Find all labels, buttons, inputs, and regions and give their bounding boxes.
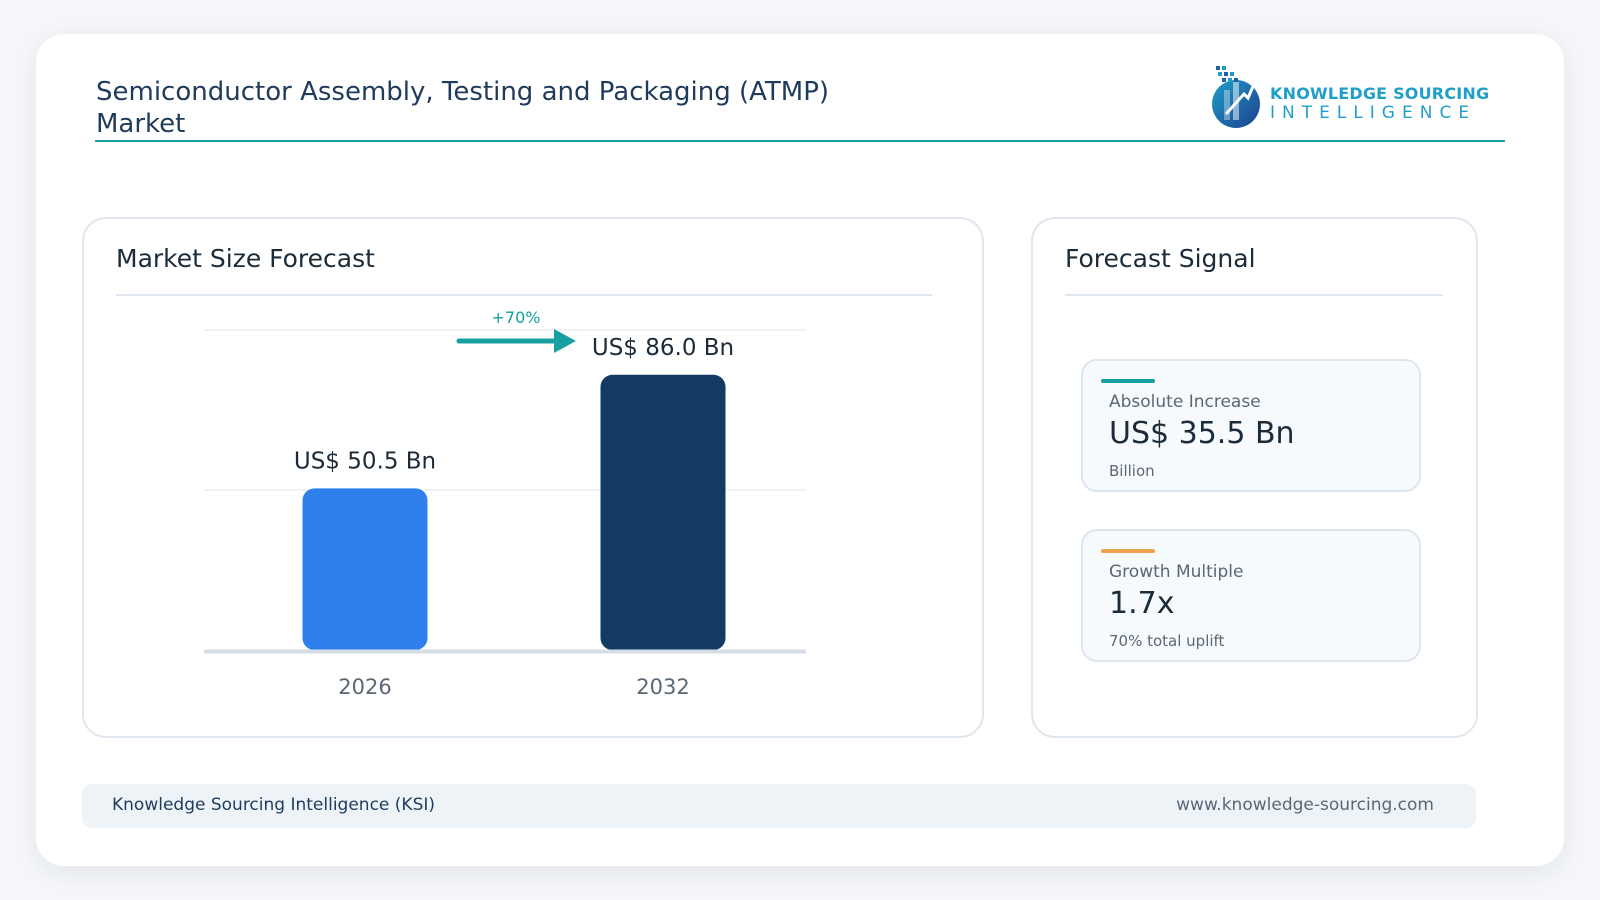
absolute-increase-subtext: Billion bbox=[1109, 462, 1155, 480]
chart-panel-title: Market Size Forecast bbox=[116, 244, 375, 273]
ksi-logo: KNOWLEDGE SOURCING INTELLIGENCE bbox=[1210, 60, 1489, 130]
bar-chart: US$ 50.5 Bn 2026 US$ 86.0 Bn 2032 +70% bbox=[204, 308, 806, 699]
growth-multiple-subtext: 70% total uplift bbox=[1109, 632, 1225, 650]
footer-bar: Knowledge Sourcing Intelligence (KSI) ww… bbox=[82, 784, 1476, 828]
growth-percent-label: +70% bbox=[492, 308, 541, 327]
logo-text-top: KNOWLEDGE SOURCING bbox=[1270, 84, 1490, 103]
forecast-signal-panel: Forecast Signal Absolute Increase US$ 35… bbox=[1031, 217, 1478, 738]
absolute-increase-value: US$ 35.5 Bn bbox=[1109, 416, 1295, 451]
page-title: Semiconductor Assembly, Testing and Pack… bbox=[96, 77, 830, 139]
bar-2026 bbox=[302, 488, 428, 650]
x-tick-label: 2026 bbox=[338, 675, 391, 699]
footer-source: Knowledge Sourcing Intelligence (KSI) bbox=[112, 795, 436, 815]
signal-panel-divider bbox=[1065, 294, 1443, 296]
card-accent-bar bbox=[1101, 549, 1155, 553]
data-label-2026: US$ 50.5 Bn bbox=[294, 448, 436, 474]
chart-panel-divider bbox=[116, 294, 932, 296]
header-divider bbox=[95, 140, 1505, 142]
logo-mark-icon bbox=[1212, 66, 1260, 128]
absolute-increase-label: Absolute Increase bbox=[1109, 392, 1261, 412]
growth-multiple-card: Growth Multiple 1.7x 70% total uplift bbox=[1081, 529, 1421, 662]
absolute-increase-card: Absolute Increase US$ 35.5 Bn Billion bbox=[1081, 359, 1421, 492]
card-accent-bar bbox=[1101, 379, 1155, 383]
growth-multiple-label: Growth Multiple bbox=[1109, 562, 1244, 582]
logo-text-bottom: INTELLIGENCE bbox=[1270, 103, 1477, 123]
bar-2032 bbox=[600, 374, 726, 650]
signal-panel-title: Forecast Signal bbox=[1065, 244, 1256, 273]
growth-multiple-value: 1.7x bbox=[1109, 586, 1175, 621]
growth-arrow-head-icon bbox=[554, 329, 576, 353]
market-size-panel: Market Size Forecast US$ 50.5 Bn 2026 US$ … bbox=[82, 217, 984, 738]
x-tick-label: 2032 bbox=[636, 675, 689, 699]
data-label-2032: US$ 86.0 Bn bbox=[592, 335, 734, 361]
footer-website-link[interactable]: www.knowledge-sourcing.com bbox=[1176, 795, 1434, 815]
